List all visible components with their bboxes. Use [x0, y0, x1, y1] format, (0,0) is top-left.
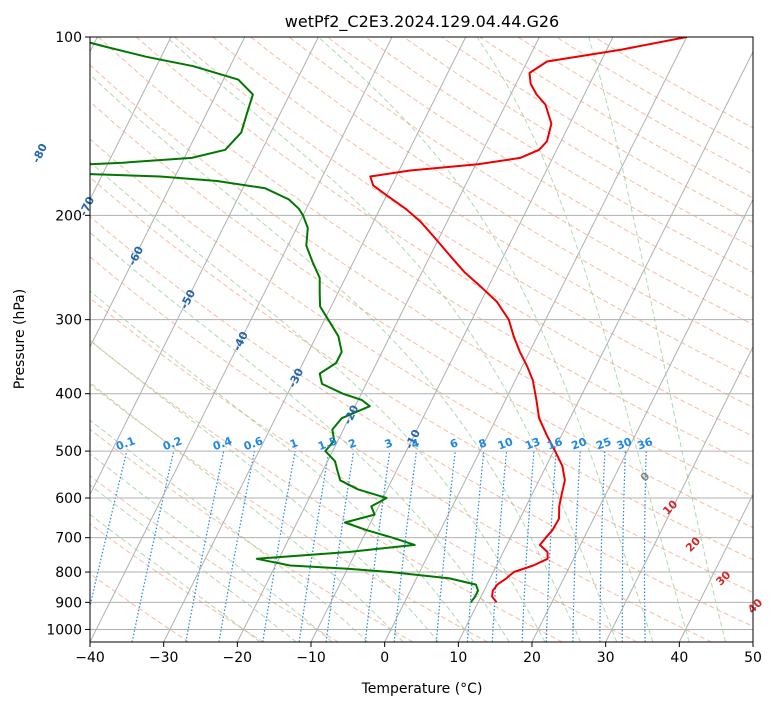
y-tick-label: 1000 [46, 622, 82, 638]
dry-adiabat [212, 37, 753, 380]
mixing-ratio-label: 0.2 [161, 434, 184, 453]
mixing-ratio-line [90, 450, 128, 609]
mixing-ratio-label: 10 [496, 435, 515, 453]
isotherm-line [531, 198, 753, 642]
moist-adiabat [90, 484, 297, 642]
isotherm-line [678, 493, 753, 642]
mixing-ratio-label: 8 [477, 436, 489, 451]
mixing-ratio-label: 4 [409, 436, 421, 451]
mixing-ratio-line [435, 451, 456, 642]
y-tick-label: 200 [55, 208, 82, 224]
x-tick-label: −40 [75, 650, 105, 666]
x-tick-label: −10 [296, 650, 326, 666]
isotherm-line [752, 640, 753, 642]
profile-lines [90, 37, 687, 603]
dry-adiabat [90, 138, 753, 561]
x-tick-label: 10 [449, 650, 467, 666]
mixing-ratio-line [599, 451, 606, 642]
isotherm-line [90, 37, 393, 642]
moist-adiabat [90, 231, 510, 642]
y-axis-label: Pressure (hPa) [12, 289, 28, 389]
isotherm-line [90, 37, 172, 201]
dry-adiabat [250, 37, 753, 353]
dry-adiabat [97, 37, 753, 467]
x-tick-label: 30 [597, 650, 615, 666]
isotherm-line [384, 37, 688, 642]
dry-adiabat [90, 572, 190, 642]
dry-adiabat [90, 64, 753, 498]
mixing-ratio-label: 13 [523, 435, 542, 452]
y-tick-label: 900 [55, 595, 82, 611]
mixing-ratio-line [572, 451, 581, 642]
mixing-ratio-line [621, 451, 626, 642]
dry-adiabat [90, 383, 488, 642]
mixing-ratio-label: 30 [615, 435, 634, 453]
isotherm-line [90, 37, 319, 496]
dewpoint-line [90, 41, 480, 603]
mixing-ratio-line [466, 451, 485, 642]
dry-adiabat [90, 297, 638, 642]
moist-adiabat [90, 453, 333, 642]
moist-adiabat [90, 290, 475, 642]
y-tick-label: 500 [55, 444, 82, 460]
x-tick-label: 50 [744, 650, 762, 666]
mixing-ratio-label: 0.4 [211, 434, 234, 453]
moist-adiabat [317, 37, 654, 642]
mixing-ratio-label: 1.5 [316, 434, 339, 453]
y-tick-label: 400 [55, 387, 82, 403]
moist-adiabat [90, 74, 582, 642]
isotherm-line [236, 37, 540, 642]
mixing-ratio-label: 3 [383, 436, 395, 451]
mixing-ratio-label: 25 [594, 435, 613, 452]
mixing-ratio-label: 1 [288, 436, 300, 451]
y-tick-label: 600 [55, 491, 82, 507]
y-tick-label: 300 [55, 313, 82, 329]
dry-adiabat [90, 340, 563, 642]
y-tick-label: 800 [55, 565, 82, 581]
moist-adiabat [476, 37, 690, 642]
mixing-ratio-line [521, 451, 535, 642]
plot-frame [89, 36, 754, 643]
x-tick-label: −20 [223, 650, 253, 666]
moist-adiabat [90, 382, 404, 642]
isotherm-line [605, 345, 753, 642]
moist-adiabat [90, 339, 439, 642]
mixing-ratio-label: 0.1 [114, 434, 137, 453]
mixing-ratio-line [545, 451, 557, 642]
mixing-ratio-label: 36 [636, 435, 655, 453]
mixing-ratio-label: 20 [570, 435, 589, 453]
moist-adiabat [90, 161, 546, 642]
isotherm-line [163, 37, 467, 642]
isotherm-label: -90 [0, 87, 4, 111]
isotherm-line [310, 37, 614, 642]
y-tick-label: 700 [55, 531, 82, 547]
x-axis-label: Temperature (°C) [361, 681, 483, 697]
chart-title: wetPf2_C2E3.2024.129.04.44.G26 [285, 12, 559, 32]
x-tick-label: 0 [380, 650, 389, 666]
plot-background [90, 37, 753, 642]
y-tick-label: 100 [55, 30, 82, 46]
isotherm-label: -80 [30, 141, 51, 165]
dry-adiabat [90, 176, 753, 594]
x-tick-label: 20 [523, 650, 541, 666]
axes: −40 −30 −20 −10 0 10 20 30 40 5010020030040050060… [46, 30, 762, 666]
mixing-ratio-label: 0.6 [242, 434, 265, 453]
mixing-ratio-label: 16 [545, 435, 564, 453]
dry-adiabat [90, 256, 712, 642]
dry-adiabat [288, 37, 753, 326]
mixing-ratio-label: 2 [347, 436, 359, 451]
moist-adiabat [588, 37, 727, 642]
x-tick-label: 40 [670, 650, 688, 666]
x-tick-label: −30 [149, 650, 179, 666]
temperature-line [369, 37, 687, 603]
isotherm-line [457, 50, 753, 642]
dry-adiabat [90, 215, 753, 628]
isotherm-line [90, 37, 246, 348]
mixing-ratio-label: 6 [448, 436, 460, 451]
